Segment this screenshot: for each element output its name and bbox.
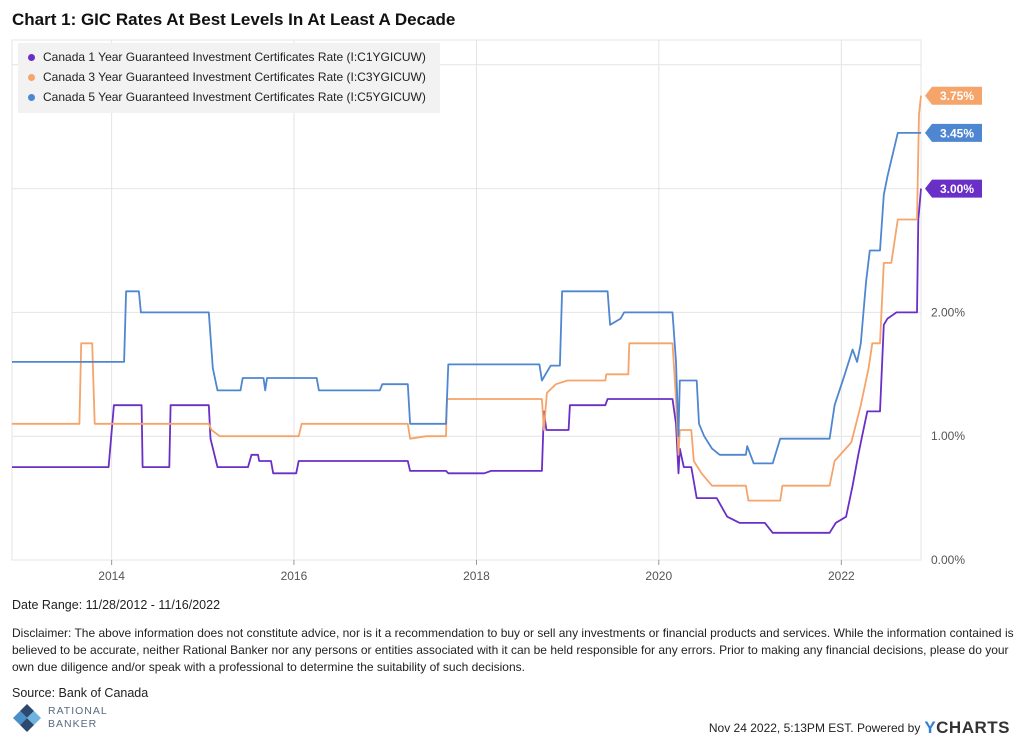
rational-banker-logo-icon [13,704,41,732]
x-tick-label: 2014 [98,569,125,583]
date-range: Date Range: 11/28/2012 - 11/16/2022 [12,598,221,612]
source-text: Source: Bank of Canada [12,686,149,700]
end-value-flag [925,86,982,105]
brand-line-1: RATIONAL [48,705,108,717]
y-tick-label: 0.00% [931,553,965,567]
ycharts-logo-y: Y [924,718,937,737]
brand-line-2: BANKER [48,718,98,730]
footer-timestamp: Nov 24 2022, 5:13PM EST. Powered by [708,721,921,735]
line-chart: 2014 2016 2018 2020 2022 0.00% 1.00% 2.00% 3.7… [11,39,982,583]
legend-item-3y[interactable]: Canada 3 Year Guaranteed Investment Cert… [28,67,426,87]
y-tick-label: 1.00% [931,429,965,443]
legend-dot-3y [28,73,35,81]
x-axis: 2014 2016 2018 2020 2022 [98,560,855,583]
legend-item-5y[interactable]: Canada 5 Year Guaranteed Investment Cert… [28,87,426,107]
disclaimer-text: Disclaimer: The above information does n… [12,626,1014,674]
y-axis: 0.00% 1.00% 2.00% [931,305,965,567]
gridlines [11,39,922,561]
legend-label-1y: Canada 1 Year Guaranteed Investment Cert… [43,50,426,64]
rational-banker-logo: RATIONAL BANKER [12,703,108,733]
y-tick-label: 2.00% [931,305,965,319]
chart-legend: Canada 1 Year Guaranteed Investment Cert… [18,43,440,113]
series-line-3y[interactable] [12,95,922,502]
ycharts-logo[interactable]: YCHARTS [924,718,1010,738]
end-value-label: 3.75% [940,89,974,103]
legend-label-5y: Canada 5 Year Guaranteed Investment Cert… [43,90,426,104]
series-lines [12,95,922,534]
end-value-label: 3.45% [940,126,974,140]
series-line-5y[interactable] [12,132,921,465]
end-value-flag [925,123,982,142]
end-value-flag [925,179,982,198]
end-value-label: 3.00% [940,182,974,196]
end-value-labels: 3.75% 3.45% 3.00% [925,86,982,198]
x-tick-label: 2022 [828,569,855,583]
x-tick-label: 2018 [463,569,490,583]
legend-dot-5y [28,93,35,101]
footer-attribution: Nov 24 2022, 5:13PM EST. Powered by YCHA… [709,718,1010,738]
chart-title: Chart 1: GIC Rates At Best Levels In At … [12,10,456,29]
series-line-1y[interactable] [12,188,922,534]
legend-label-3y: Canada 3 Year Guaranteed Investment Cert… [43,70,426,84]
plot-area [11,39,922,561]
x-tick-label: 2020 [645,569,672,583]
x-tick-label: 2016 [281,569,308,583]
legend-item-1y[interactable]: Canada 1 Year Guaranteed Investment Cert… [28,47,426,67]
legend-dot-1y [28,53,35,61]
ycharts-logo-rest: CHARTS [936,718,1010,737]
